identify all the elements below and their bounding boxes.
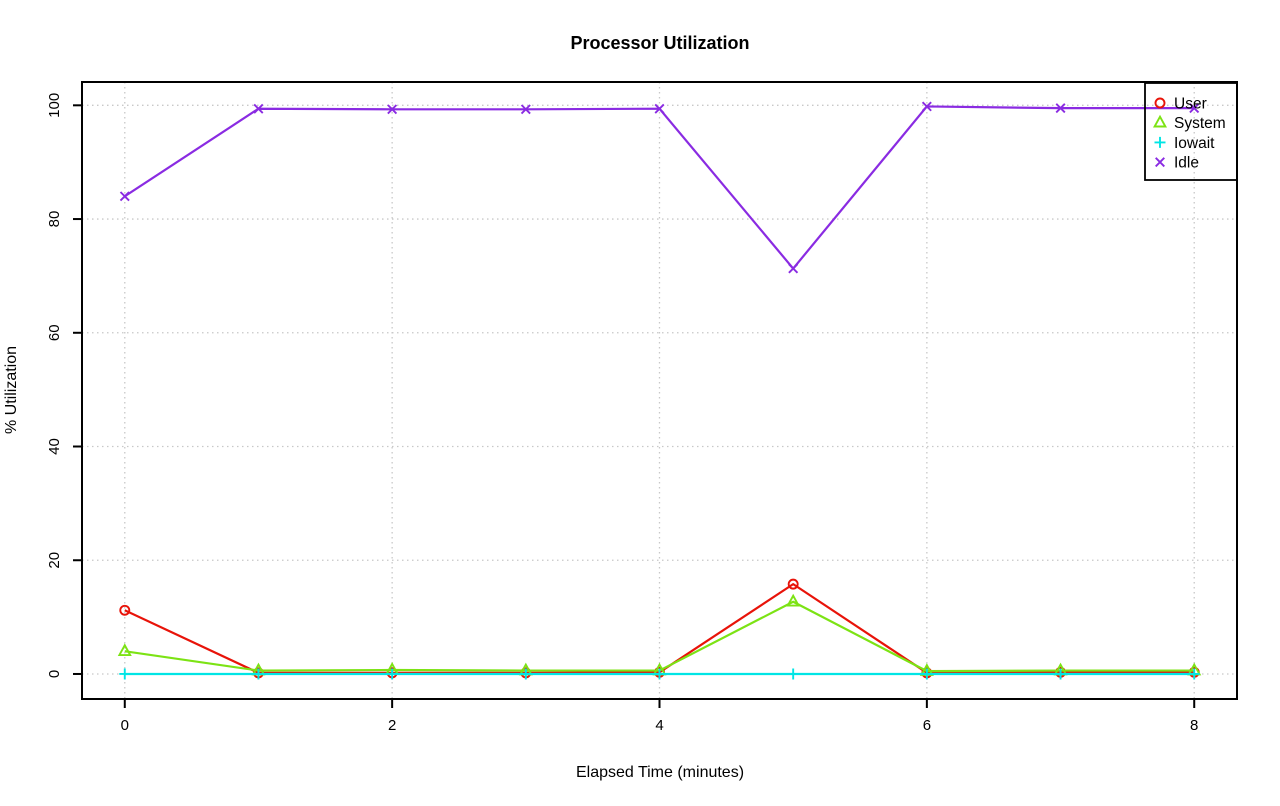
legend-marker-system [1152,114,1168,128]
plot-border [81,81,1238,700]
marker-iowait-6 [921,668,933,680]
legend-marker-iowait [1154,136,1166,148]
marker-iowait-5 [787,668,799,680]
legend: User System Iowait Idle [1144,82,1238,181]
marker-user-0 [119,604,131,616]
marker-iowait-3 [520,668,532,680]
x-tick-label-4: 4 [655,717,663,734]
marker-idle-6 [921,101,932,112]
marker-idle-0 [119,191,130,202]
y-tick-label-40: 40 [46,438,63,455]
marker-iowait-4 [654,668,665,680]
marker-iowait-0 [119,668,131,680]
legend-marker-idle [1155,157,1165,168]
legend-marker-user [1154,97,1166,109]
series-group [117,101,1202,680]
legend-label-system: System [1174,115,1226,132]
marker-system-0 [117,643,132,656]
legend-box [1144,82,1238,181]
marker-idle-7 [1055,103,1066,114]
series-iowait [119,668,1200,680]
y-axis-label: % Utilization [3,346,20,434]
marker-idle-3 [520,104,531,115]
marker-iowait-2 [386,668,398,680]
marker-idle-4 [654,103,665,114]
legend-label-iowait: Iowait [1174,135,1215,152]
marker-system-5 [786,593,801,607]
gridlines [82,82,1237,699]
y-tick-label-0: 0 [46,670,63,678]
marker-idle-8 [1189,103,1200,114]
marker-iowait-7 [1055,668,1067,680]
x-tick-label-2: 2 [388,717,396,734]
y-tick-label-20: 20 [46,552,63,569]
marker-iowait-1 [252,668,264,680]
y-tick-label-60: 60 [46,324,63,341]
x-tick-label-0: 0 [121,717,129,734]
legend-label-idle: Idle [1174,155,1199,172]
series-idle [119,101,1200,274]
marker-iowait-8 [1188,668,1200,680]
chart-title: Processor Utilization [570,33,749,53]
y-tick-label-80: 80 [46,211,63,228]
legend-label-user: User [1174,96,1207,113]
marker-user-5 [787,578,799,590]
marker-idle-1 [253,103,264,114]
x-axis-label: Elapsed Time (minutes) [576,764,744,781]
marker-idle-5 [788,263,799,274]
marker-idle-2 [387,104,398,115]
x-tick-label-6: 6 [923,717,931,734]
y-tick-label-100: 100 [46,93,63,118]
x-tick-label-8: 8 [1190,717,1198,734]
